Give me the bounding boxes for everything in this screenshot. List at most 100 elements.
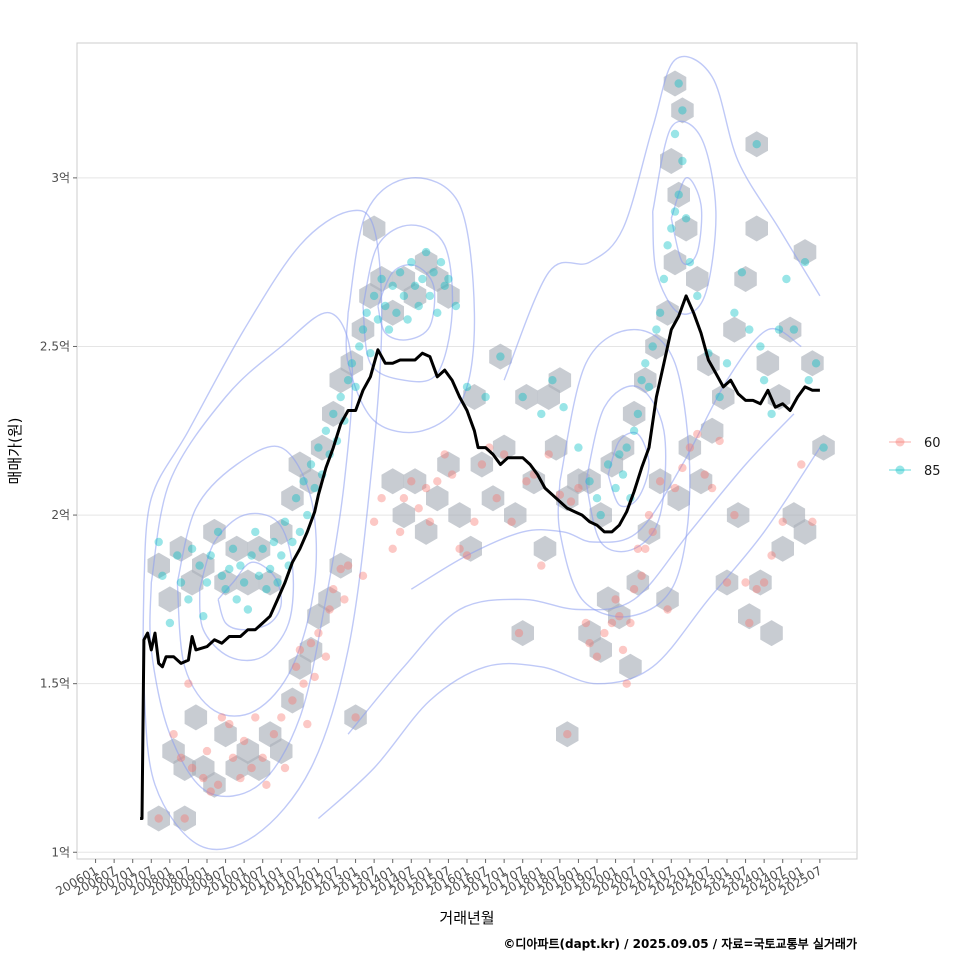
scatter-point-60 [615,612,624,621]
scatter-point-85 [659,274,669,284]
scatter-point-85 [366,349,375,358]
scatter-point-85 [670,129,680,139]
scatter-point-60 [514,628,524,638]
hexbin-cell [459,535,482,562]
scatter-point-60 [314,628,323,638]
scatter-point-60 [455,544,464,553]
scatter-point-85 [388,281,397,290]
scatter-point-60 [600,628,609,638]
scatter-point-85 [232,595,241,604]
scatter-point-85 [681,214,691,223]
density-contour-layer [142,55,821,851]
hexbin-cell [589,502,612,529]
scatter-point-60 [585,639,594,648]
scatter-point-60 [670,483,680,493]
scatter-point-60 [433,477,442,486]
hexbin-layer [147,70,835,832]
scatter-point-60 [693,429,702,439]
scatter-point-85 [254,571,264,580]
scatter-point-60 [187,763,197,773]
scatter-point-85 [537,409,546,419]
scatter-point-60 [637,571,646,580]
density-contour [149,312,354,798]
scatter-point-60 [213,780,223,789]
hexbin-cell [162,738,185,765]
hexbin-cell [771,535,794,562]
hexbin-cell [426,485,449,512]
scatter-point-85 [228,544,238,553]
scatter-point-60 [626,618,635,628]
scatter-point-85 [154,537,163,547]
scatter-point-85 [369,291,379,301]
scatter-point-60 [199,773,208,783]
hexbin-cell [236,569,260,596]
hexbin-cell [726,502,750,529]
density-contour [670,177,703,266]
scatter-point-85 [667,224,676,233]
hexbin-cell [288,653,312,680]
source-caption: ©디아파트(dapt.kr) / 2025.09.05 / 자료=국토교통부 실… [503,936,857,951]
scatter-point-60 [236,773,245,783]
hexbin-cell [351,316,375,343]
scatter-point-85 [715,392,724,402]
hexbin-cell [225,755,248,781]
hexbin-cell [180,569,204,596]
density-contour [652,120,717,315]
scatter-point-60 [730,510,739,520]
hexbin-cell [481,485,505,512]
density-contour [217,561,283,631]
moving-average-line [140,294,820,820]
hexbin-cell [745,131,768,158]
x-axis-ticks: 2006012006072007012007072008012008072009… [53,859,824,899]
hexbin-cell [712,384,735,410]
hexbin-cell [158,586,182,613]
hexbin-cell [734,266,757,292]
scatter-point-60 [648,527,657,537]
scatter-point-85 [615,450,624,459]
scatter-point-85 [819,443,828,452]
y-axis-ticks: 1억 1.5억 2억 2.5억 3억 [40,171,77,859]
scatter-point-85 [811,359,821,368]
scatter-point-85 [176,578,186,587]
hexbin-cell [645,333,668,360]
density-contour [503,55,821,381]
scatter-point-85 [158,571,167,580]
density-contour [347,413,795,735]
scatter-point-85 [637,376,646,385]
scatter-point-60 [340,595,349,604]
scatter-point-60 [399,494,409,503]
scatter-point-60 [407,477,416,486]
scatter-point-60 [295,645,305,655]
scatter-point-85 [629,426,639,435]
scatter-point-60 [644,510,654,520]
scatter-point-60 [663,605,672,614]
scatter-point-85 [496,352,505,361]
density-contour [557,328,691,618]
scatter-point-85 [403,315,412,324]
hexbin-cell [203,518,226,545]
y-tick-label: 2.5억 [40,339,70,353]
scatter-point-60 [592,652,602,661]
scatter-point-60 [477,460,487,469]
legend-label-85: 85 [924,464,941,479]
scatter-point-85 [407,258,416,267]
scatter-point-60 [655,477,665,486]
hexbin-cell [778,316,802,343]
scatter-point-60 [440,450,449,459]
legend-key-85 [895,465,905,475]
scatter-point-85 [329,409,338,419]
density-contour [377,263,436,341]
scatter-point-60 [303,719,312,729]
scatter-point-85 [165,618,175,628]
hexbin-cell [667,485,690,512]
scatter-point-85 [481,392,490,402]
hexbin-cell [656,586,679,613]
scatter-point-60 [641,544,650,553]
x-axis-title: 거래년월 [439,909,494,927]
scatter-point-85 [288,537,297,547]
hexbin-cell [281,687,304,714]
scatter-point-85 [306,460,316,469]
hexbin-cell [626,569,650,596]
scatter-point-85 [336,392,345,402]
hexbin-cell [392,266,416,292]
